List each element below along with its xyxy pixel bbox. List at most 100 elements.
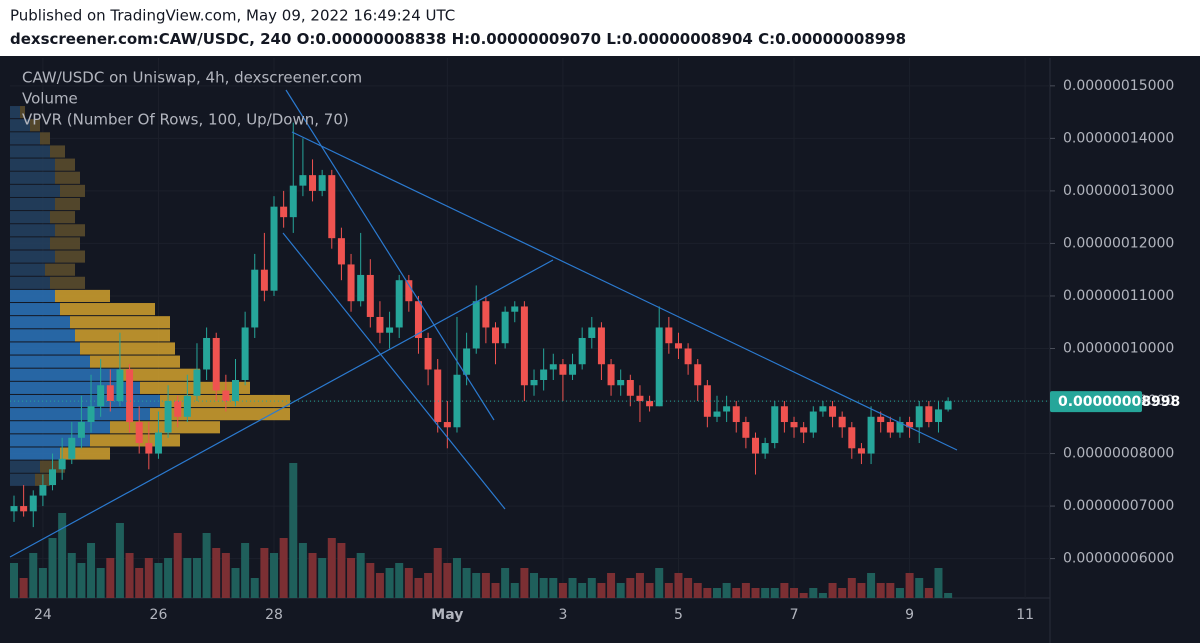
volume-bar (818, 593, 827, 598)
volume-bar (635, 573, 644, 598)
profile-down (50, 276, 85, 289)
volume-bar (549, 578, 558, 598)
candle-body (424, 337, 432, 370)
profile-down (50, 145, 65, 158)
y-tick-label: 0.00000010000 (1063, 340, 1174, 356)
legend-vpvr: VPVR (Number Of Rows, 100, Up/Down, 70) (22, 111, 349, 129)
candle-body (376, 316, 384, 333)
y-tick-label: 0.00000013000 (1063, 183, 1174, 199)
volume-bar (164, 558, 173, 598)
volume-bar (876, 583, 885, 598)
volume-bar (38, 568, 47, 598)
ohlc-value: 0.00000009070 (470, 30, 601, 48)
volume-bar (241, 543, 250, 598)
y-tick-label: 0.00000006000 (1063, 551, 1174, 567)
candle-body (309, 175, 317, 191)
profile-down (60, 303, 155, 316)
profile-down (60, 184, 85, 197)
x-tick-label: 26 (150, 607, 168, 623)
volume-bar (347, 558, 356, 598)
candle-body (203, 337, 211, 370)
volume-bar (472, 573, 481, 598)
candle-body (10, 506, 18, 512)
volume-bar (308, 553, 317, 598)
candle-body (299, 175, 307, 186)
volume-bar (587, 578, 596, 598)
volume-bar (144, 558, 153, 598)
candle-body (405, 280, 413, 302)
volume-bar (327, 538, 336, 598)
volume-bar (693, 583, 702, 598)
volume-bar (443, 563, 452, 598)
volume-bar (87, 543, 96, 598)
volume-bar (67, 553, 76, 598)
x-tick-label: May (431, 607, 463, 623)
candle-body (511, 306, 519, 312)
y-tick-label: 0.00000007000 (1063, 498, 1174, 514)
volume-bar (915, 578, 924, 598)
candle-body (896, 422, 904, 433)
trendline (9, 259, 554, 558)
volume-bar (732, 588, 741, 598)
candle-body (222, 390, 230, 402)
volume-bar (828, 583, 837, 598)
candle-body (29, 495, 37, 512)
volume-bar (202, 533, 211, 598)
x-tick-label: 9 (905, 607, 914, 623)
candle-body (251, 269, 259, 328)
y-tick-label: 0.00000012000 (1063, 235, 1174, 251)
volume-bar (741, 583, 750, 598)
candle-body (520, 306, 528, 386)
candle-body (395, 280, 403, 328)
candle-body (318, 175, 326, 191)
volume-bar (568, 578, 577, 598)
volume-bar (510, 583, 519, 598)
ohlc-label: L: (606, 30, 622, 48)
candle-body (174, 401, 182, 417)
volume-bar (183, 558, 192, 598)
candle-body (694, 364, 702, 386)
candle-body (684, 348, 692, 365)
volume-bar (501, 568, 510, 598)
candle-body (20, 506, 28, 512)
candle-body (97, 385, 105, 407)
candle-body (212, 337, 220, 391)
volume-bar (385, 568, 394, 598)
volume-bar (115, 523, 124, 598)
volume-bar (895, 588, 904, 598)
volume-bar (433, 548, 442, 598)
volume-bar (751, 588, 760, 598)
volume-bar (645, 583, 654, 598)
profile-up (10, 263, 45, 276)
candle-body (886, 422, 894, 433)
legend-main: CAW/USDC on Uniswap, 4h, dexscreener.com (22, 69, 362, 87)
trendline (282, 232, 506, 510)
ohlc-value: 0.00000008838 (315, 30, 446, 48)
volume-bar (780, 583, 789, 598)
profile-down (20, 106, 25, 119)
volume-bar (924, 588, 933, 598)
profile-up (10, 421, 110, 434)
candle-body (116, 369, 124, 402)
symbol: dexscreener.com:CAW/USDC, 240 (10, 30, 291, 48)
candle-body (241, 327, 249, 381)
volume-bar (712, 588, 721, 598)
candle-body (944, 401, 952, 410)
candle-body (492, 327, 499, 344)
last-price-label: 0.00000008998 (1058, 394, 1180, 410)
ohlc-label: H: (452, 30, 471, 48)
candle-body (925, 406, 933, 423)
candle-body (819, 406, 827, 412)
candle-body (742, 422, 750, 438)
volume-bar (558, 583, 567, 598)
volume-bar (96, 568, 105, 598)
legend-volume: Volume (22, 90, 78, 108)
candle-body (386, 327, 394, 333)
volume-bar (19, 578, 28, 598)
volume-bar (58, 513, 67, 598)
candle-body (636, 395, 644, 402)
profile-up (10, 119, 30, 132)
candle-body (809, 411, 817, 433)
candle-body (588, 327, 596, 338)
candle-body (617, 380, 625, 386)
